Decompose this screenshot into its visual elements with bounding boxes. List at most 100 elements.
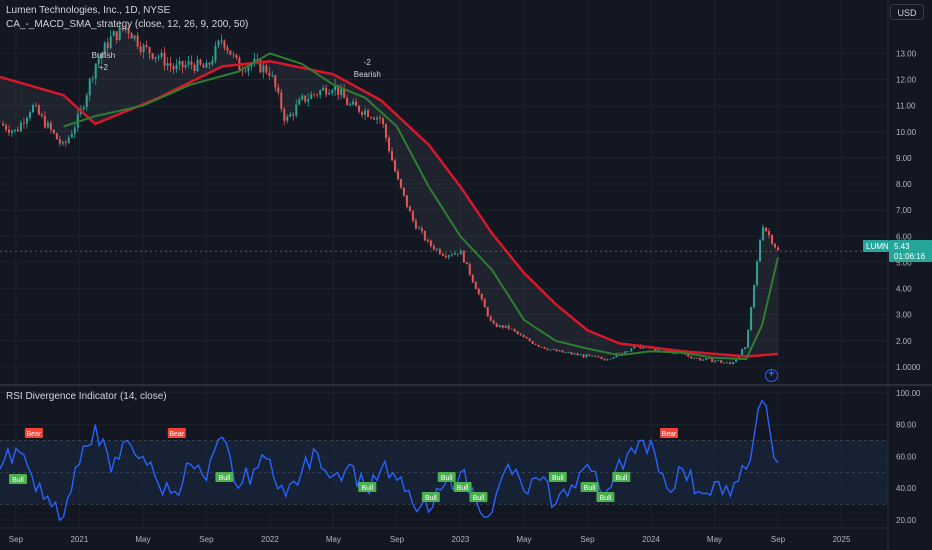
symbol-title[interactable]: Lumen Technologies, Inc., 1D, NYSE bbox=[6, 5, 171, 16]
candle-body bbox=[289, 114, 292, 117]
candle-body bbox=[393, 160, 396, 172]
candle-body bbox=[370, 116, 373, 118]
time-tick-label: Sep bbox=[9, 535, 24, 544]
candle-body bbox=[235, 54, 238, 58]
bull-label-text: Bull bbox=[12, 477, 24, 484]
candle-body bbox=[420, 228, 423, 232]
candle-body bbox=[277, 87, 280, 93]
add-alert-icon[interactable]: + bbox=[765, 369, 778, 382]
candle-body bbox=[765, 227, 768, 232]
candle-body bbox=[753, 284, 756, 308]
candle-body bbox=[708, 358, 711, 359]
candle-body bbox=[268, 72, 271, 76]
candle-body bbox=[471, 274, 474, 283]
bull-label-badge bbox=[421, 492, 440, 502]
bull-label-badge bbox=[9, 474, 27, 484]
candle-body bbox=[217, 40, 220, 46]
candle-body bbox=[307, 98, 310, 102]
candle-body bbox=[325, 87, 328, 95]
bull-label-text: Bull bbox=[457, 485, 469, 492]
candle-body bbox=[145, 45, 148, 47]
candle-body bbox=[172, 66, 175, 70]
candle-body bbox=[184, 64, 187, 68]
candle-body bbox=[376, 117, 379, 120]
candle-body bbox=[498, 325, 501, 328]
candle-body bbox=[747, 329, 750, 348]
sma-fill-area bbox=[0, 27, 778, 365]
time-tick-label: May bbox=[135, 535, 150, 544]
time-tick-label: Sep bbox=[390, 535, 405, 544]
price-tick-label: 10.00 bbox=[896, 128, 917, 137]
candle-body bbox=[259, 59, 262, 73]
candle-body bbox=[31, 105, 34, 113]
candle-body bbox=[19, 122, 22, 132]
signal-annotation: Bearish bbox=[354, 70, 381, 79]
candle-body bbox=[696, 358, 699, 359]
candle-body bbox=[585, 354, 588, 358]
candle-body bbox=[507, 325, 510, 329]
candle-body bbox=[570, 352, 573, 355]
time-tick-label: 2023 bbox=[452, 535, 470, 544]
candle-body bbox=[399, 179, 402, 188]
rsi-axis[interactable]: 100.00 80.00 60.00 40.00 20.00 bbox=[896, 389, 921, 525]
time-axis[interactable]: Sep 2021 May Sep 2022 May Sep 2023 May Sep 2024 May… bbox=[9, 535, 851, 544]
candle-body bbox=[453, 253, 456, 255]
candle-body bbox=[405, 195, 408, 207]
rsi-title[interactable]: RSI Divergence Indicator (14, close) bbox=[6, 391, 167, 402]
candle-body bbox=[157, 56, 160, 58]
candle-body bbox=[576, 353, 579, 356]
candle-body bbox=[552, 349, 555, 351]
candle-body bbox=[166, 63, 169, 66]
candle-body bbox=[199, 59, 202, 65]
candle-body bbox=[450, 254, 453, 256]
candle-body bbox=[160, 52, 163, 57]
candle-body bbox=[537, 344, 540, 347]
candle-body bbox=[414, 220, 417, 229]
currency-button[interactable]: USD bbox=[890, 4, 924, 20]
candle-body bbox=[103, 42, 106, 54]
candle-body bbox=[310, 94, 313, 99]
candle-body bbox=[169, 63, 172, 67]
candle-body bbox=[741, 349, 744, 357]
candle-body bbox=[67, 137, 70, 143]
candle-body bbox=[73, 127, 76, 134]
candle-body bbox=[64, 142, 67, 143]
candle-body bbox=[196, 59, 199, 71]
candle-body bbox=[504, 325, 507, 328]
candle-body bbox=[121, 27, 124, 31]
candle-body bbox=[516, 331, 519, 334]
candle-body bbox=[396, 171, 399, 180]
price-axis[interactable]: 13.00 12.00 11.00 10.00 9.00 8.00 7.00 6.00 5.00… bbox=[896, 49, 921, 372]
candle-body bbox=[726, 362, 729, 364]
candle-body bbox=[489, 316, 492, 321]
candle-body bbox=[226, 47, 229, 51]
candle-body bbox=[501, 325, 504, 328]
strategy-title[interactable]: CA_-_MACD_SMA_strategy (close, 12, 26, 9… bbox=[6, 19, 249, 30]
candle-body bbox=[402, 187, 405, 196]
candle-body bbox=[37, 105, 40, 115]
candle-body bbox=[175, 64, 178, 70]
time-tick-label: May bbox=[516, 535, 531, 544]
candle-body bbox=[109, 36, 112, 49]
time-tick-label: Sep bbox=[580, 535, 595, 544]
time-tick-label: Sep bbox=[199, 535, 214, 544]
candle-body bbox=[687, 354, 690, 357]
candle-body bbox=[142, 45, 145, 52]
candle-body bbox=[82, 107, 85, 109]
bull-label-badge bbox=[612, 472, 631, 482]
bull-label-badge bbox=[469, 492, 488, 502]
price-tick-label: 8.00 bbox=[896, 180, 912, 189]
candle-body bbox=[474, 282, 477, 289]
candle-body bbox=[723, 362, 726, 364]
candle-body bbox=[702, 359, 705, 361]
candle-body bbox=[313, 94, 316, 96]
candle-body bbox=[468, 264, 471, 275]
candle-body bbox=[558, 350, 561, 352]
candle-body bbox=[1, 123, 4, 126]
candle-body bbox=[22, 122, 25, 124]
candle-body bbox=[582, 354, 585, 358]
candle-body bbox=[549, 349, 552, 351]
candle-body bbox=[621, 352, 624, 354]
candle-body bbox=[744, 347, 747, 350]
